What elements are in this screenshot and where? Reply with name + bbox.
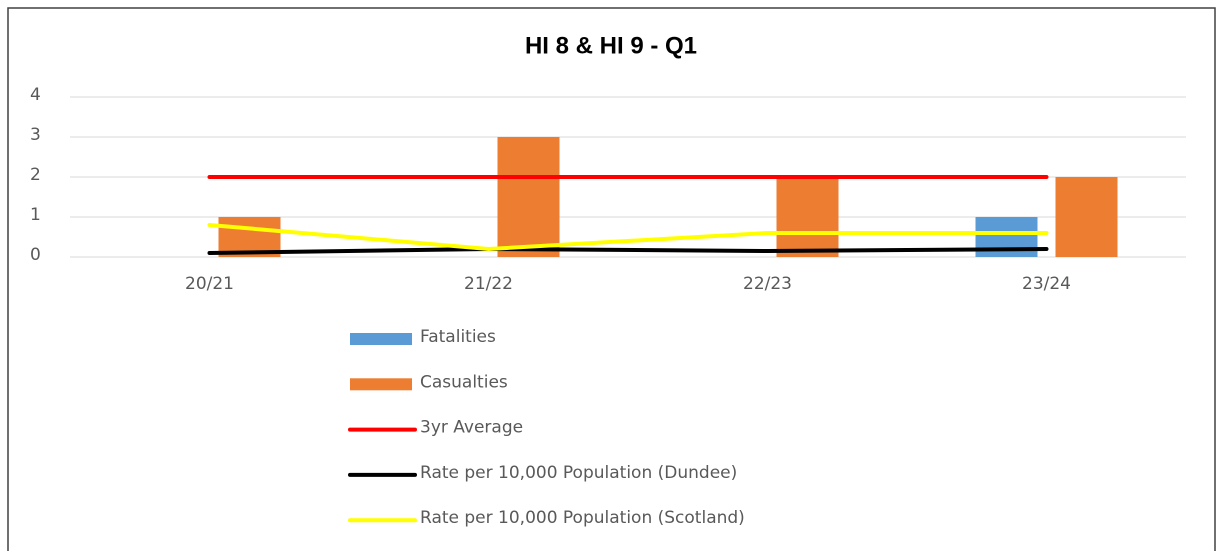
- legend-swatch: [350, 378, 412, 391]
- legend-swatch: [350, 333, 412, 345]
- legend-label: 3yr Average: [420, 418, 523, 438]
- bar: [1055, 177, 1118, 257]
- x-tick-label: 23/24: [1022, 274, 1071, 294]
- x-tick-label: 22/23: [743, 274, 792, 294]
- chart-frame: [7, 7, 1216, 551]
- line-series: [207, 223, 1049, 252]
- chart-title: HI 8 & HI 9 - Q1: [525, 32, 697, 59]
- y-tick-label: 0: [30, 245, 41, 265]
- legend-label: Casualties: [420, 372, 508, 392]
- y-tick-label: 4: [30, 85, 41, 105]
- bar: [497, 137, 560, 257]
- line-series: [207, 246, 1049, 255]
- legend-label: Rate per 10,000 Population (Dundee): [420, 463, 737, 483]
- legend-label: Fatalities: [420, 327, 496, 347]
- legend-label: Rate per 10,000 Population (Scotland): [420, 508, 745, 528]
- y-tick-label: 3: [30, 125, 41, 145]
- x-tick-label: 20/21: [185, 274, 234, 294]
- x-tick-label: 21/22: [464, 274, 513, 294]
- y-tick-label: 1: [30, 205, 41, 225]
- y-tick-label: 2: [30, 165, 41, 185]
- bar: [776, 177, 839, 257]
